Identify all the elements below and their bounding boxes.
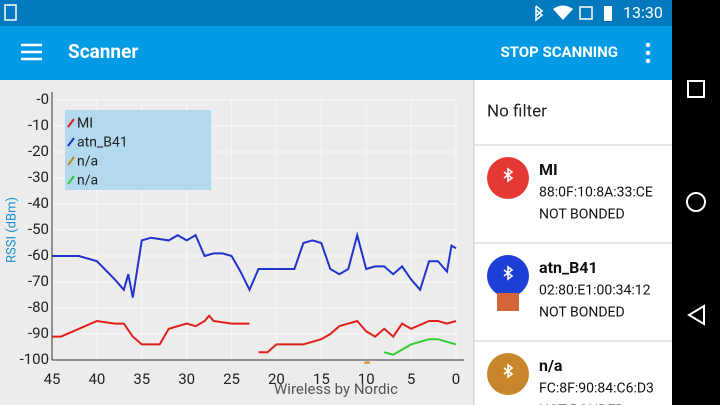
bond-state: NOT BONDED bbox=[539, 305, 625, 321]
favorite-badge bbox=[497, 293, 519, 311]
legend-swatch bbox=[67, 156, 75, 166]
app-bar bbox=[0, 26, 672, 80]
stop-scanning-button[interactable]: STOP SCANNING bbox=[500, 43, 618, 61]
series-line bbox=[52, 314, 457, 354]
device-address: 88:0F:10:8A:33:CE bbox=[539, 185, 653, 201]
home-button[interactable] bbox=[686, 192, 706, 212]
legend-label: atn_B41 bbox=[77, 135, 128, 151]
legend-swatch bbox=[67, 118, 75, 128]
signal-icon bbox=[579, 6, 593, 20]
device-address: 02:80:E1:00:34:12 bbox=[539, 283, 651, 299]
legend-swatch bbox=[67, 175, 75, 185]
legend-label: n/a bbox=[77, 154, 98, 170]
y-tick-label: -90 bbox=[28, 324, 49, 342]
x-tick-label: 35 bbox=[133, 370, 150, 388]
y-tick-label: -50 bbox=[28, 220, 49, 238]
wifi-icon bbox=[553, 5, 573, 20]
chart: -0 -10 -20 -30 -40 -50 -60 -70 -80 -90 -100 45 40 35 3… bbox=[4, 90, 464, 398]
recents-button[interactable] bbox=[687, 80, 705, 98]
legend-swatch bbox=[67, 137, 75, 147]
device-name: n/a bbox=[539, 356, 563, 375]
filter-label[interactable]: No filter bbox=[487, 101, 547, 121]
overflow-menu[interactable] bbox=[645, 42, 651, 64]
battery-icon bbox=[604, 6, 612, 21]
bluetooth-glyph bbox=[503, 265, 514, 281]
device-name: atn_B41 bbox=[539, 258, 598, 277]
y-axis-label: RSSI (dBm) bbox=[4, 197, 19, 263]
x-tick-label: 5 bbox=[407, 370, 415, 388]
x-tick-label: 30 bbox=[178, 370, 195, 388]
legend-box bbox=[65, 110, 211, 190]
x-tick-label: 40 bbox=[88, 370, 105, 388]
status-bar bbox=[0, 0, 672, 26]
y-tick-label: -0 bbox=[36, 90, 49, 108]
bond-state: NOT BONDED bbox=[539, 403, 625, 405]
y-tick-label: -20 bbox=[28, 142, 49, 160]
y-tick-label: -60 bbox=[28, 246, 49, 264]
x-tick-label: 25 bbox=[223, 370, 240, 388]
y-tick-label: -10 bbox=[28, 116, 49, 134]
y-tick-label: -70 bbox=[28, 272, 49, 290]
clock: 13:30 bbox=[623, 3, 663, 22]
bluetooth-icon bbox=[535, 5, 544, 22]
legend-label: MI bbox=[77, 116, 93, 132]
y-tick-label: -80 bbox=[28, 298, 49, 316]
nav-bar bbox=[672, 0, 720, 405]
device-list: MI 88:0F:10:8A:33:CE NOT BONDED atn_B41 02:8… bbox=[474, 144, 672, 405]
bluetooth-glyph bbox=[503, 363, 514, 379]
bond-state: NOT BONDED bbox=[539, 207, 625, 223]
menu-button[interactable] bbox=[21, 43, 42, 61]
bluetooth-glyph bbox=[503, 167, 514, 183]
x-tick-label: 45 bbox=[44, 370, 61, 388]
back-button[interactable] bbox=[687, 304, 705, 326]
device-address: FC:8F:90:84:C6:D3 bbox=[539, 381, 654, 397]
app-title: Scanner bbox=[68, 40, 138, 63]
series-line bbox=[52, 231, 457, 298]
device-name: MI bbox=[539, 160, 558, 179]
x-tick-label: 15 bbox=[313, 370, 330, 388]
legend-label: n/a bbox=[77, 173, 98, 189]
y-tick-label: -40 bbox=[28, 194, 49, 212]
x-tick-label: 20 bbox=[268, 370, 285, 388]
x-tick-label: 10 bbox=[358, 370, 375, 388]
watermark: Wireless by Nordic bbox=[274, 380, 398, 398]
y-tick-label: -30 bbox=[28, 168, 49, 186]
x-tick-label: 0 bbox=[452, 370, 460, 388]
y-tick-label: -100 bbox=[20, 350, 49, 368]
download-icon bbox=[4, 4, 17, 21]
series-line bbox=[383, 338, 457, 356]
